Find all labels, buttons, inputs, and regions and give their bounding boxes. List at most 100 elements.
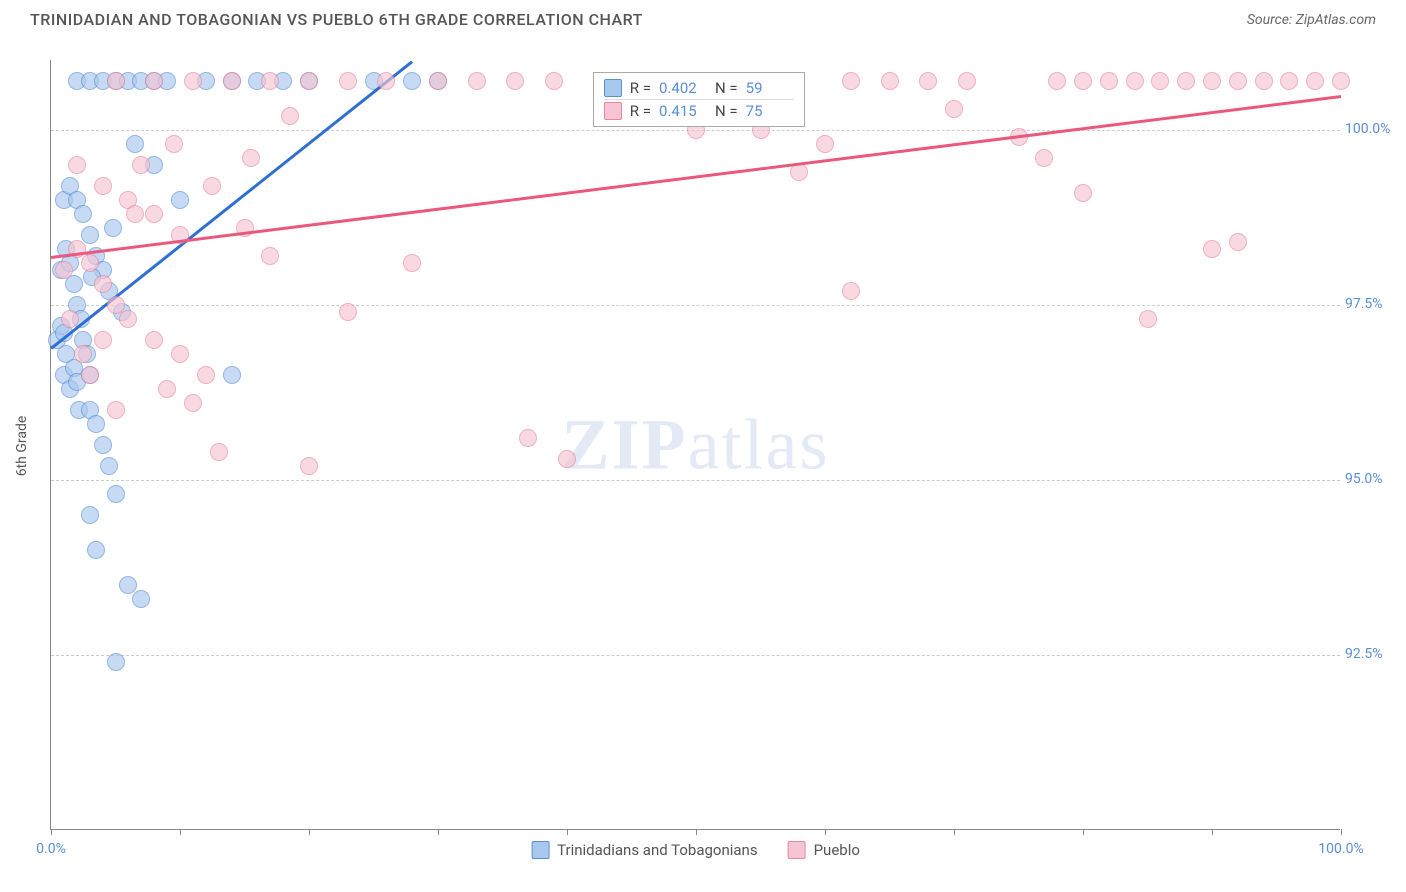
data-point	[958, 72, 976, 90]
data-point	[919, 72, 937, 90]
data-point	[100, 457, 118, 475]
data-point	[506, 72, 524, 90]
data-point	[1280, 72, 1298, 90]
data-point	[261, 72, 279, 90]
data-point	[132, 590, 150, 608]
data-point	[171, 345, 189, 363]
data-point	[1203, 72, 1221, 90]
data-point	[1126, 72, 1144, 90]
data-point	[145, 205, 163, 223]
data-point	[107, 72, 125, 90]
legend-n-label: N =	[715, 102, 738, 120]
data-point	[339, 303, 357, 321]
data-point	[1177, 72, 1195, 90]
data-point	[558, 450, 576, 468]
y-axis-label: 6th Grade	[14, 416, 30, 477]
data-point	[281, 107, 299, 125]
data-point	[300, 457, 318, 475]
data-point	[210, 443, 228, 461]
x-tick	[309, 829, 310, 835]
data-point	[94, 436, 112, 454]
series-legend-item: Pueblo	[788, 841, 860, 859]
data-point	[81, 506, 99, 524]
legend-r-label: R =	[630, 102, 651, 120]
x-tick	[954, 829, 955, 835]
data-point	[119, 310, 137, 328]
data-point	[945, 100, 963, 118]
data-point	[519, 429, 537, 447]
data-point	[107, 401, 125, 419]
data-point	[61, 310, 79, 328]
stats-legend-row: R =0.402N =59	[604, 77, 794, 99]
data-point	[1255, 72, 1273, 90]
chart-title: TRINIDADIAN AND TOBAGONIAN VS PUEBLO 6TH…	[30, 10, 643, 29]
data-point	[223, 72, 241, 90]
data-point	[74, 345, 92, 363]
data-point	[468, 72, 486, 90]
data-point	[377, 72, 395, 90]
data-point	[842, 282, 860, 300]
data-point	[300, 72, 318, 90]
legend-n-label: N =	[715, 79, 738, 97]
series-legend: Trinidadians and Tobagonians Pueblo	[531, 841, 860, 859]
source-attribution: Source: ZipAtlas.com	[1247, 12, 1376, 28]
y-tick-label: 95.0%	[1345, 471, 1400, 487]
x-tick	[1083, 829, 1084, 835]
y-tick-label: 92.5%	[1345, 646, 1400, 662]
data-point	[81, 226, 99, 244]
data-point	[339, 72, 357, 90]
data-point	[94, 331, 112, 349]
x-tick	[1341, 829, 1342, 835]
data-point	[81, 366, 99, 384]
legend-n-value: 75	[746, 102, 794, 120]
legend-n-value: 59	[746, 79, 794, 97]
data-point	[1229, 72, 1247, 90]
data-point	[1074, 72, 1092, 90]
data-point	[403, 72, 421, 90]
data-point	[1139, 310, 1157, 328]
x-tick	[567, 829, 568, 835]
data-point	[261, 247, 279, 265]
data-point	[816, 135, 834, 153]
x-tick	[1212, 829, 1213, 835]
data-point	[545, 72, 563, 90]
watermark: ZIPatlas	[562, 403, 830, 486]
series-name: Pueblo	[814, 841, 860, 859]
data-point	[1048, 72, 1066, 90]
data-point	[1306, 72, 1324, 90]
data-point	[87, 415, 105, 433]
legend-swatch	[604, 102, 622, 120]
data-point	[132, 156, 150, 174]
data-point	[1332, 72, 1350, 90]
data-point	[1074, 184, 1092, 202]
data-point	[74, 205, 92, 223]
legend-swatch	[788, 841, 806, 859]
data-point	[197, 366, 215, 384]
data-point	[1035, 149, 1053, 167]
x-tick-label: 0.0%	[36, 841, 66, 857]
data-point	[242, 149, 260, 167]
data-point	[403, 254, 421, 272]
y-tick-label: 100.0%	[1345, 121, 1400, 137]
data-point	[1151, 72, 1169, 90]
stats-legend-row: R =0.415N =75	[604, 99, 794, 122]
data-point	[81, 254, 99, 272]
data-point	[184, 394, 202, 412]
legend-r-label: R =	[630, 79, 651, 97]
x-tick	[825, 829, 826, 835]
data-point	[107, 485, 125, 503]
data-point	[171, 191, 189, 209]
series-legend-item: Trinidadians and Tobagonians	[531, 841, 757, 859]
data-point	[1100, 72, 1118, 90]
data-point	[165, 135, 183, 153]
data-point	[145, 72, 163, 90]
data-point	[145, 331, 163, 349]
x-tick	[180, 829, 181, 835]
data-point	[203, 177, 221, 195]
data-point	[87, 541, 105, 559]
data-point	[94, 177, 112, 195]
gridline	[51, 480, 1340, 481]
data-point	[184, 72, 202, 90]
x-tick	[51, 829, 52, 835]
data-point	[158, 380, 176, 398]
